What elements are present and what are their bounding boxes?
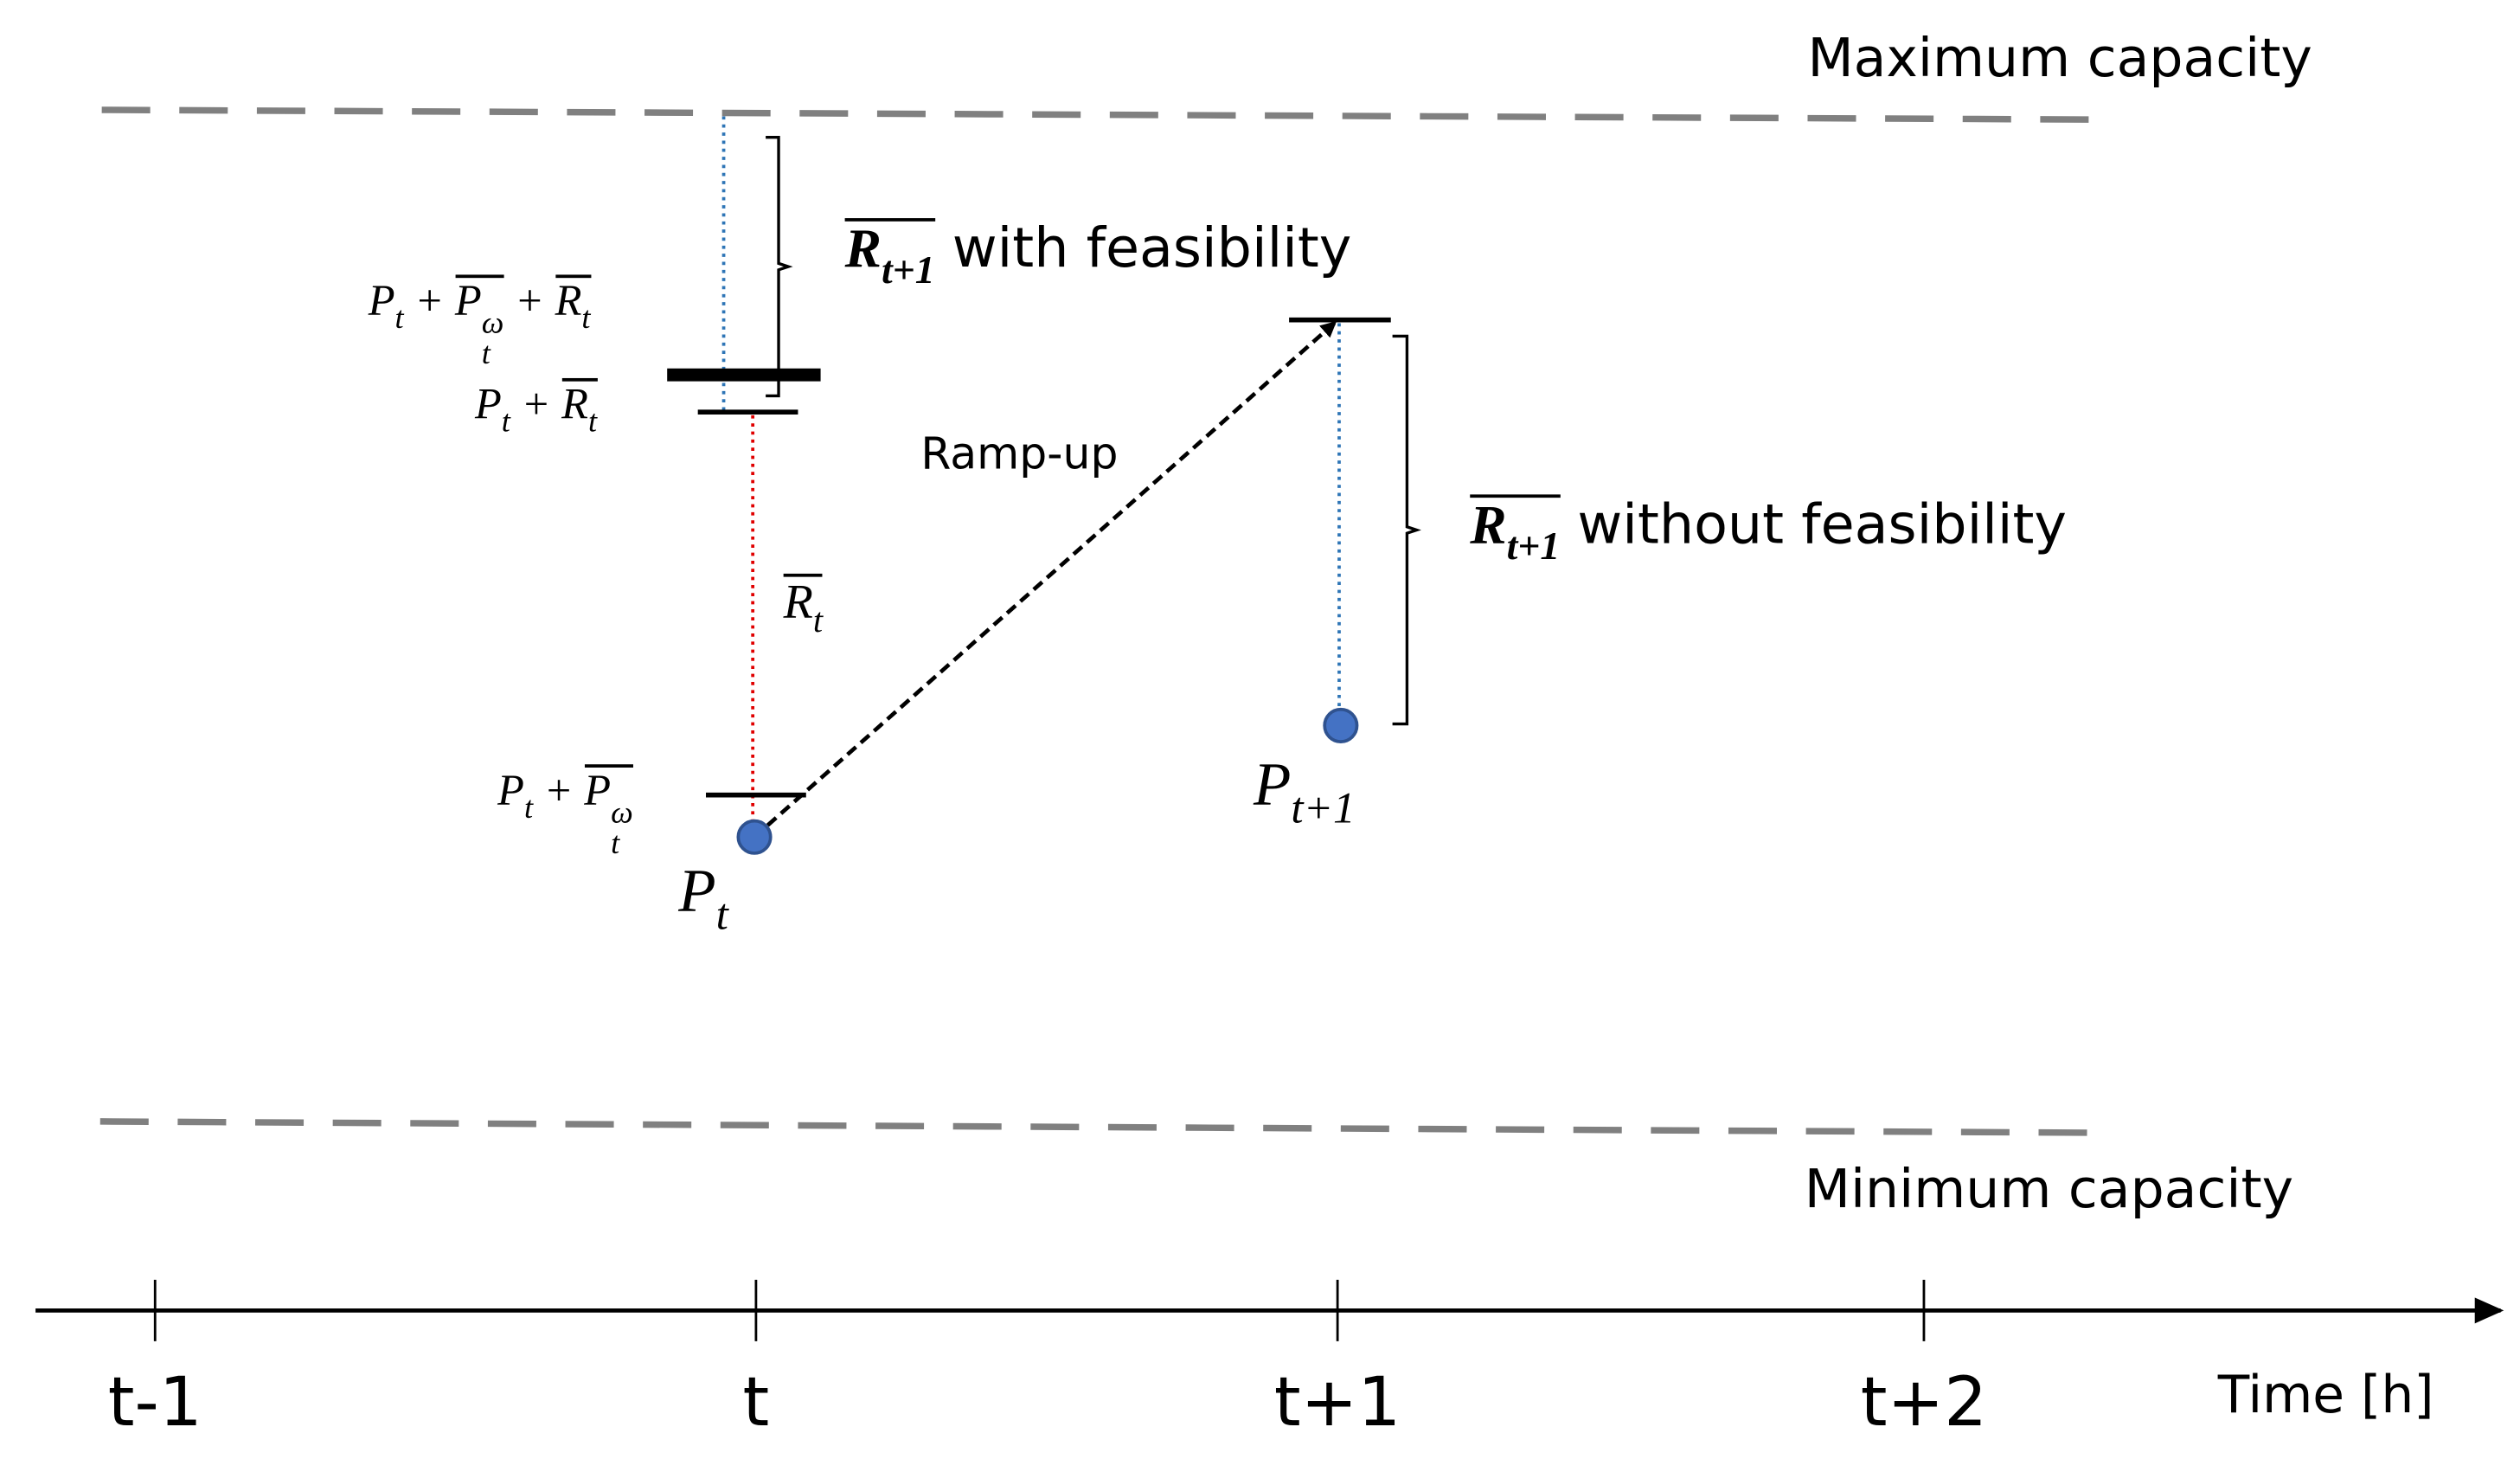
math-scripts: t <box>587 405 598 440</box>
math-base: + <box>510 379 562 428</box>
math-scripts: t <box>715 890 728 939</box>
math-sub: t+1 <box>1291 783 1356 832</box>
math-part: + <box>533 766 584 814</box>
math-base: with feasibility <box>934 216 1352 281</box>
math-scripts: t <box>523 791 534 826</box>
math-sub: t <box>587 405 598 440</box>
math-sub: t+1 <box>881 248 935 292</box>
ramp-arrow <box>753 320 1337 839</box>
math-sub: t <box>481 337 491 372</box>
math-part: + <box>404 276 455 325</box>
point-pt <box>736 819 773 855</box>
math-scripts: t+1 <box>1506 524 1561 569</box>
max-capacity-label: Maximum capacity <box>1807 25 2312 89</box>
math-base: without feasibility <box>1560 492 2067 558</box>
math-base: R <box>783 575 813 629</box>
math-base: P <box>678 858 716 926</box>
math-base: + <box>503 276 555 325</box>
math-base: R <box>844 219 882 280</box>
math-sub: t+1 <box>1506 524 1561 569</box>
math-sub: t <box>581 301 591 336</box>
math-sub: t <box>394 301 404 336</box>
math-scripts: t <box>394 301 404 336</box>
max-capacity-line <box>101 106 2095 123</box>
math-base: R <box>561 379 588 428</box>
math-part: + <box>510 380 561 428</box>
math-sub: t <box>501 405 510 440</box>
point-pt1 <box>1323 707 1359 743</box>
min-capacity-line <box>99 1118 2093 1136</box>
math-base: R <box>1470 496 1507 556</box>
tick-label: t-1 <box>107 1362 202 1442</box>
math-base: + <box>403 276 455 325</box>
brace <box>1392 334 1421 726</box>
time-axis-label: Time [h] <box>2217 1364 2434 1425</box>
math-base: + <box>533 766 585 815</box>
math-scripts: t+1 <box>1291 783 1356 832</box>
math-base: R <box>555 276 582 325</box>
ramp-up-label: Ramp-up <box>920 429 1119 480</box>
math-scripts: t <box>812 600 824 640</box>
math-sup: ω <box>611 795 633 831</box>
math-base: P <box>454 276 482 325</box>
math-sub: t <box>523 791 534 826</box>
math-scripts: t <box>581 301 591 336</box>
math-sub: t <box>715 890 728 939</box>
math-sub: t <box>611 827 620 862</box>
math-base: P <box>474 379 502 428</box>
brace <box>766 136 793 398</box>
tick-label: t+1 <box>1273 1362 1401 1442</box>
math-base: P <box>368 276 395 325</box>
math-sub: t <box>812 600 824 640</box>
math-base: P <box>1254 751 1292 820</box>
tick-label: t <box>742 1362 770 1442</box>
math-part: + <box>503 276 555 325</box>
math-scripts: t <box>501 405 510 440</box>
math-base: P <box>497 766 524 815</box>
math-scripts: t+1 <box>881 248 935 292</box>
math-sup: ω <box>481 306 504 341</box>
math-part: without feasibility <box>1560 493 2067 558</box>
math-part: with feasibility <box>935 216 1352 281</box>
axis-ticks <box>153 1279 1926 1341</box>
math-base: P <box>584 766 612 815</box>
min-capacity-label: Minimum capacity <box>1804 1156 2294 1220</box>
tick-label: t+2 <box>1860 1362 1988 1442</box>
